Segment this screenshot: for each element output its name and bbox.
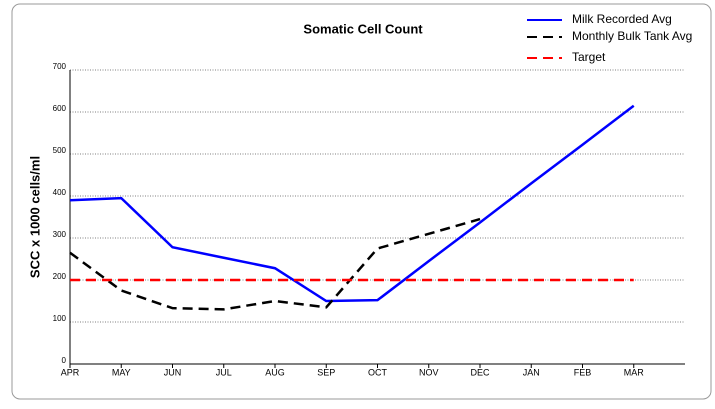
- x-tick-label: NOV: [419, 367, 439, 377]
- y-tick-label: 0: [62, 356, 67, 365]
- y-tick-label: 500: [53, 146, 67, 155]
- y-tick-label: 600: [53, 104, 67, 113]
- x-tick-label: APR: [61, 367, 80, 377]
- x-tick-label: OCT: [368, 367, 388, 377]
- legend-label: Target: [572, 50, 606, 64]
- x-tick-label: AUG: [265, 367, 285, 377]
- y-tick-label: 400: [53, 188, 67, 197]
- frame: [11, 3, 712, 400]
- x-tick-label: JUL: [216, 367, 232, 377]
- y-tick-label: 200: [53, 272, 67, 281]
- x-tick-label: JAN: [523, 367, 540, 377]
- x-tick-label: JUN: [164, 367, 182, 377]
- y-tick-label: 100: [53, 314, 67, 323]
- x-tick-label: SEP: [317, 367, 335, 377]
- series-line: [69, 104, 635, 303]
- chart-title: Somatic Cell Count: [303, 21, 423, 36]
- x-tick-label: MAR: [624, 367, 645, 377]
- y-tick-label: 700: [53, 62, 67, 71]
- legend-label: Monthly Bulk Tank Avg: [572, 29, 692, 43]
- x-tick-label: MAY: [112, 367, 131, 377]
- x-tick-label: FEB: [574, 367, 592, 377]
- x-tick-label: DEC: [470, 367, 490, 377]
- legend-label: Milk Recorded Avg: [572, 12, 672, 26]
- y-axis-label: SCC x 1000 cells/ml: [27, 156, 42, 278]
- series-line: [69, 217, 481, 311]
- y-tick-label: 300: [53, 230, 67, 239]
